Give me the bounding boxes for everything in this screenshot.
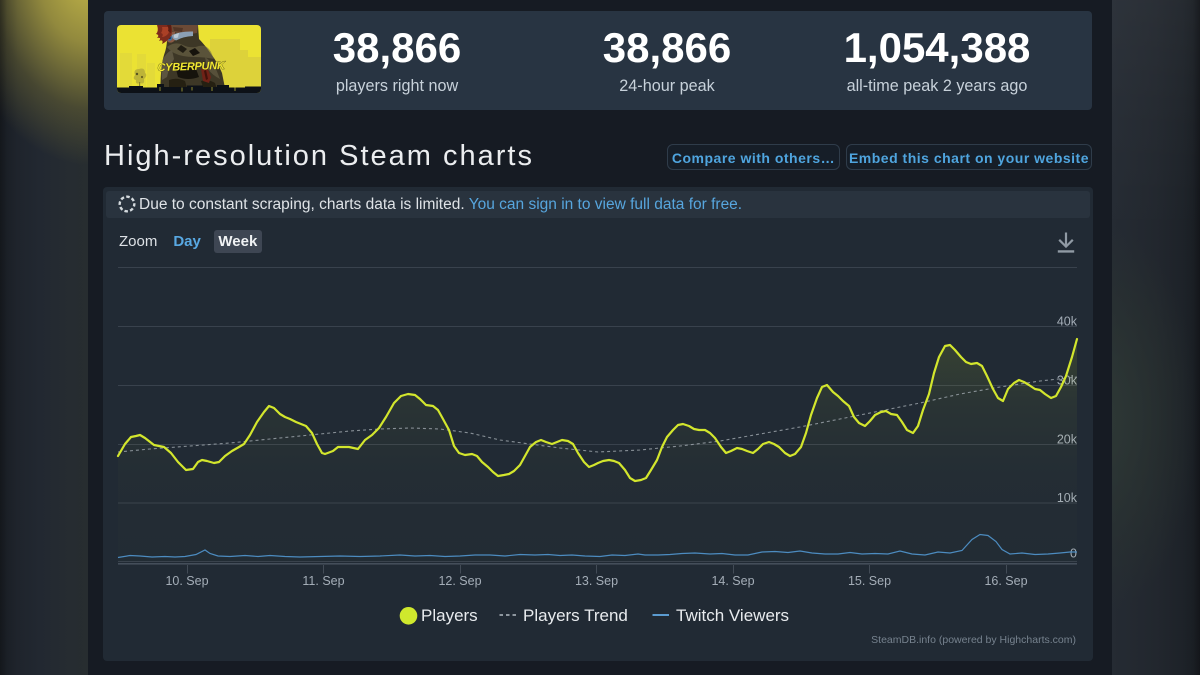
svg-text:Players Trend: Players Trend <box>523 606 628 625</box>
svg-text:Twitch Viewers: Twitch Viewers <box>676 606 789 625</box>
svg-text:CYBERPUNK: CYBERPUNK <box>157 60 226 74</box>
svg-text:15. Sep: 15. Sep <box>848 574 891 588</box>
svg-text:11. Sep: 11. Sep <box>302 574 344 588</box>
svg-text:16. Sep: 16. Sep <box>984 574 1027 588</box>
svg-text:40k: 40k <box>1057 315 1078 329</box>
svg-text:13. Sep: 13. Sep <box>575 574 618 588</box>
svg-text:14. Sep: 14. Sep <box>711 574 754 588</box>
svg-text:10. Sep: 10. Sep <box>165 574 208 588</box>
svg-text:12. Sep: 12. Sep <box>438 574 481 588</box>
svg-text:Players: Players <box>421 606 478 625</box>
svg-text:SteamDB.info (powered by Highc: SteamDB.info (powered by Highcharts.com) <box>871 634 1076 646</box>
